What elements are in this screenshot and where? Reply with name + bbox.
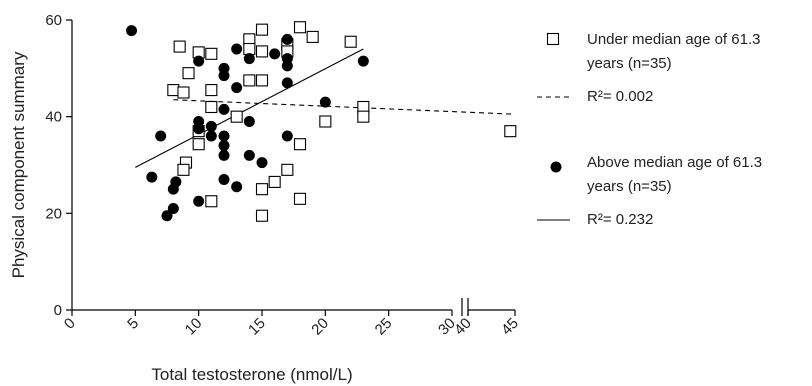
legend: Under median age of 61.3 years (n=35) R²… — [537, 31, 762, 228]
point-above-median — [243, 53, 255, 65]
point-above-median — [319, 96, 331, 108]
legend-under-r2: R²= 0.002 — [587, 88, 653, 105]
point-above-median — [281, 33, 293, 45]
point-above-median — [218, 140, 230, 152]
point-under-median — [177, 86, 190, 99]
point-under-median — [281, 163, 294, 176]
point-above-median — [193, 123, 205, 135]
x-tick-label: 25 — [372, 315, 396, 339]
point-above-median — [256, 157, 268, 169]
x-tick-label: 10 — [182, 315, 206, 339]
point-under-median — [205, 100, 218, 114]
point-above-median — [205, 120, 217, 132]
y-axis-title: Physical component summary — [9, 51, 28, 278]
point-above-median — [205, 130, 217, 142]
point-under-median — [243, 74, 256, 87]
point-above-median — [193, 195, 205, 207]
point-above-median — [218, 103, 230, 115]
y-tick-label: 40 — [45, 109, 62, 126]
point-under-median — [319, 115, 332, 128]
point-above-median — [155, 130, 167, 142]
point-above-median — [218, 70, 230, 82]
point-above-median — [357, 55, 369, 67]
point-under-median — [192, 138, 205, 151]
x-axis-title: Total testosterone (nmol/L) — [151, 365, 352, 384]
point-under-median — [268, 175, 281, 188]
y-tick-label: 0 — [54, 302, 62, 319]
legend-above-r2: R²= 0.232 — [587, 211, 653, 228]
point-above-median — [231, 43, 243, 55]
point-above-median — [269, 48, 281, 60]
point-under-median — [173, 40, 186, 53]
point-above-median — [167, 203, 179, 214]
point-under-median — [255, 209, 269, 222]
point-under-median — [255, 74, 269, 87]
point-under-median — [293, 192, 307, 205]
point-under-median — [293, 138, 307, 151]
point-above-median — [193, 55, 205, 67]
legend-above-marker — [550, 161, 562, 173]
point-under-median — [205, 47, 218, 60]
legend-above-label-line2: years (n=35) — [587, 178, 672, 195]
point-above-median — [146, 171, 158, 183]
x-tick-label: 45 — [498, 315, 522, 339]
point-above-median — [218, 149, 230, 161]
point-under-median — [177, 163, 190, 176]
y-tick-label: 20 — [45, 205, 62, 222]
point-under-median — [182, 67, 195, 80]
point-above-median — [161, 210, 173, 222]
point-under-median — [167, 84, 180, 97]
legend-above-label-line1: Above median age of 61.3 — [587, 154, 762, 171]
point-above-median — [218, 130, 230, 142]
point-under-median — [293, 21, 307, 34]
point-above-median — [218, 174, 230, 185]
point-above-median — [243, 149, 255, 161]
point-above-median — [281, 130, 293, 142]
point-above-median — [231, 181, 243, 193]
point-under-median — [255, 23, 269, 36]
point-under-median — [255, 45, 269, 58]
point-above-median — [167, 183, 179, 195]
fit-line-above-median — [135, 48, 364, 168]
x-tick-label: 5 — [124, 315, 142, 333]
point-under-median — [205, 195, 218, 208]
point-under-median — [357, 110, 370, 123]
data-points — [126, 21, 517, 222]
point-under-median — [205, 84, 218, 97]
x-tick-label: 40 — [451, 315, 475, 339]
x-tick-label: 0 — [61, 315, 79, 333]
point-under-median — [230, 110, 243, 123]
point-under-median — [243, 42, 256, 56]
point-above-median — [281, 60, 293, 72]
y-tick-label: 60 — [45, 12, 62, 29]
fit-lines — [135, 48, 516, 168]
point-above-median — [231, 82, 243, 94]
fit-line-under-median — [173, 99, 516, 115]
x-tick-label: 15 — [245, 315, 269, 339]
legend-under-marker — [546, 32, 560, 46]
x-tick-label: 20 — [308, 315, 332, 339]
point-under-median — [504, 125, 517, 138]
legend-under-label-line1: Under median age of 61.3 — [587, 31, 760, 48]
legend-under-label-line2: years (n=35) — [587, 55, 672, 72]
point-under-median — [306, 30, 319, 43]
point-above-median — [281, 77, 293, 89]
point-above-median — [243, 116, 255, 127]
point-under-median — [255, 183, 269, 196]
point-above-median — [126, 25, 138, 37]
point-under-median — [344, 35, 357, 48]
